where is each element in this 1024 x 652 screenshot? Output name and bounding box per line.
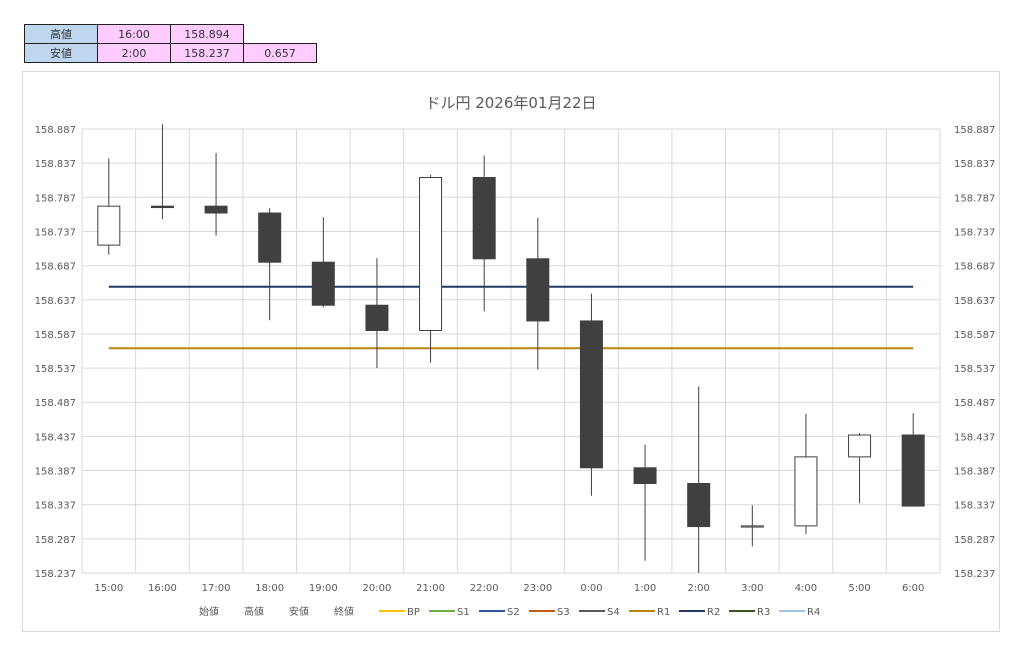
legend-label: S2	[507, 607, 520, 618]
legend-label: R4	[807, 607, 820, 618]
summary-value: 158.894	[170, 24, 244, 44]
x-tick-label: 6:00	[902, 583, 924, 594]
candle-body-down	[687, 483, 711, 528]
x-tick-label: 15:00	[94, 583, 123, 594]
x-tick-label: 4:00	[795, 583, 817, 594]
x-tick-label: 19:00	[309, 583, 338, 594]
y-tick-label-left: 158.887	[35, 125, 76, 136]
candle-body-down	[150, 205, 174, 209]
legend-label: 始値	[199, 605, 219, 618]
y-tick-label-right: 158.387	[954, 467, 995, 478]
y-tick-label-left: 158.387	[35, 467, 76, 478]
x-tick-label: 22:00	[470, 583, 499, 594]
y-tick-label-left: 158.537	[35, 364, 76, 375]
candle-body-down	[901, 434, 925, 507]
candle-body-down	[579, 320, 603, 469]
y-tick-label-left: 158.787	[35, 193, 76, 204]
y-tick-label-left: 158.837	[35, 159, 76, 170]
legend-label: 終値	[334, 605, 354, 618]
candle-body-up	[794, 456, 818, 527]
y-tick-label-left: 158.487	[35, 398, 76, 409]
legend-label: R1	[657, 607, 670, 618]
x-tick-label: 17:00	[202, 583, 231, 594]
y-tick-label-right: 158.537	[954, 364, 995, 375]
legend-label: R3	[757, 607, 770, 618]
summary-value: 158.237	[170, 43, 244, 63]
y-tick-label-left: 158.637	[35, 296, 76, 307]
y-tick-label-right: 158.887	[954, 125, 995, 136]
y-tick-label-left: 158.237	[35, 569, 76, 580]
summary-label: 安値	[24, 43, 98, 63]
x-tick-label: 20:00	[363, 583, 392, 594]
y-tick-label-right: 158.487	[954, 398, 995, 409]
candle-body-up	[848, 434, 872, 458]
x-tick-label: 16:00	[148, 583, 177, 594]
candle-body-down	[204, 205, 228, 214]
summary-label: 高値	[24, 24, 98, 44]
y-tick-label-left: 158.437	[35, 432, 76, 443]
candle-body-down	[365, 304, 389, 332]
summary-table: 高値 16:00 158.894 安値 2:00 158.237 0.657	[24, 24, 317, 63]
legend-label: S3	[557, 607, 570, 618]
candle-body-down	[258, 212, 282, 263]
legend-label: R2	[707, 607, 720, 618]
candle-body-down	[526, 258, 550, 322]
x-tick-label: 1:00	[634, 583, 656, 594]
y-tick-label-right: 158.287	[954, 535, 995, 546]
x-tick-label: 18:00	[255, 583, 284, 594]
legend-label: 高値	[244, 605, 264, 618]
y-tick-label-right: 158.687	[954, 262, 995, 273]
y-tick-label-left: 158.687	[35, 262, 76, 273]
x-tick-label: 5:00	[848, 583, 870, 594]
y-tick-label-right: 158.237	[954, 569, 995, 580]
y-tick-label-right: 158.837	[954, 159, 995, 170]
summary-row-low: 安値 2:00 158.237 0.657	[24, 43, 317, 63]
summary-time: 16:00	[97, 24, 171, 44]
legend-label: BP	[407, 607, 420, 618]
y-tick-label-right: 158.337	[954, 501, 995, 512]
x-tick-label: 0:00	[580, 583, 602, 594]
y-tick-label-right: 158.637	[954, 296, 995, 307]
y-tick-label-right: 158.787	[954, 193, 995, 204]
candle-body-down	[472, 176, 496, 260]
summary-row-high: 高値 16:00 158.894	[24, 24, 317, 44]
x-tick-label: 21:00	[416, 583, 445, 594]
legend-label: S4	[607, 607, 620, 618]
candle-body-down	[633, 467, 657, 485]
chart-area	[22, 71, 1000, 632]
legend-label: 安値	[289, 605, 309, 618]
x-tick-label: 3:00	[741, 583, 763, 594]
candle-body-up	[419, 176, 443, 332]
x-tick-label: 23:00	[523, 583, 552, 594]
y-tick-label-right: 158.587	[954, 330, 995, 341]
y-tick-label-left: 158.337	[35, 501, 76, 512]
candle-body-up	[97, 205, 121, 246]
y-tick-label-left: 158.287	[35, 535, 76, 546]
candle-body-up	[740, 525, 764, 528]
chart-title: ドル円 2026年01月22日	[425, 94, 596, 112]
summary-range: 0.657	[243, 43, 317, 63]
y-tick-label-right: 158.437	[954, 432, 995, 443]
y-tick-label-left: 158.587	[35, 330, 76, 341]
candle-body-down	[311, 261, 335, 306]
legend-label: S1	[457, 607, 470, 618]
y-tick-label-right: 158.737	[954, 227, 995, 238]
x-tick-label: 2:00	[687, 583, 709, 594]
summary-time: 2:00	[97, 43, 171, 63]
y-tick-label-left: 158.737	[35, 227, 76, 238]
